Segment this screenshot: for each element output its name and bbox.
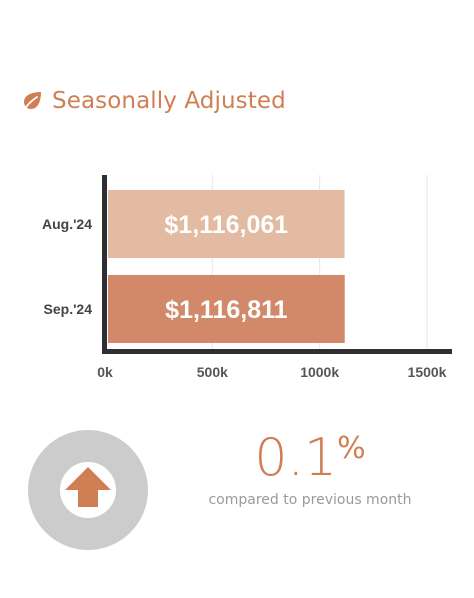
change-indicator	[28, 430, 148, 550]
y-axis-line	[102, 175, 107, 353]
leaf-icon	[22, 92, 41, 112]
donut-ring	[28, 430, 148, 550]
category-label: Sep.'24	[44, 301, 93, 317]
bar-data-label: $1,116,061	[164, 211, 288, 239]
arrow-up-icon	[65, 467, 111, 507]
change-caption: compared to previous month	[208, 492, 412, 508]
bar	[108, 275, 345, 343]
category-label: Aug.'24	[42, 216, 92, 232]
bar-chart: $1,116,061 Aug.'24 $1,116,811 Sep.'24 0k 500k…	[0, 165, 474, 395]
section-header: Seasonally Adjusted	[20, 88, 286, 114]
x-axis-line	[102, 349, 452, 354]
bar-data-label: $1,116,811	[165, 296, 287, 324]
bar	[108, 190, 345, 258]
section-title: Seasonally Adjusted	[52, 88, 286, 114]
x-tick-label: 1500k	[408, 364, 447, 380]
x-tick-label: 500k	[197, 364, 228, 380]
change-unit: %	[337, 431, 366, 466]
change-value: 0.1	[254, 428, 338, 488]
x-tick-label: 1000k	[300, 364, 339, 380]
change-stat: 0.1% compared to previous month	[190, 432, 430, 508]
bar-chart-svg: $1,116,061 Aug.'24 $1,116,811 Sep.'24 0k 500k…	[42, 175, 452, 380]
x-tick-label: 0k	[97, 364, 113, 380]
